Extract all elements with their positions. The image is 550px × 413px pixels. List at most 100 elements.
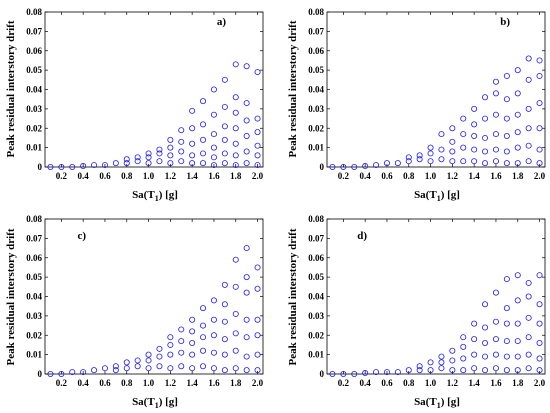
data-point xyxy=(69,369,76,376)
data-point xyxy=(221,351,228,358)
data-point xyxy=(416,367,423,374)
data-point xyxy=(482,115,489,122)
data-point xyxy=(329,163,336,170)
data-point xyxy=(525,105,532,112)
data-point xyxy=(427,359,434,366)
y-tick-label: 0.07 xyxy=(308,233,324,243)
data-point xyxy=(232,140,239,147)
data-point xyxy=(189,339,196,346)
y-tick-label: 0.03 xyxy=(26,104,42,114)
data-point xyxy=(492,365,499,372)
panel-label: c) xyxy=(77,230,86,242)
data-point xyxy=(232,109,239,116)
data-point xyxy=(189,107,196,114)
data-point xyxy=(189,316,196,323)
data-point xyxy=(156,345,163,352)
data-point xyxy=(503,353,510,360)
data-point xyxy=(200,150,207,157)
y-tick-label: 0.08 xyxy=(308,7,324,17)
x-tick-label: 1.0 xyxy=(143,171,155,181)
y-tick-label: 0.05 xyxy=(308,272,324,282)
data-point xyxy=(232,283,239,290)
y-tick-label: 0 xyxy=(38,369,43,379)
data-point xyxy=(525,351,532,358)
panel-label: b) xyxy=(500,16,510,28)
x-axis-title: Sa(T1) [g] xyxy=(414,189,460,203)
data-point xyxy=(232,256,239,263)
data-point xyxy=(405,154,412,161)
x-tick-label: 0.8 xyxy=(403,171,415,181)
data-point xyxy=(514,353,521,360)
data-point xyxy=(362,370,369,377)
data-point xyxy=(254,351,261,358)
data-point xyxy=(189,152,196,159)
data-point xyxy=(503,132,510,139)
data-point xyxy=(80,369,87,376)
data-point xyxy=(200,363,207,370)
plot-frame xyxy=(44,218,264,375)
data-point xyxy=(221,136,228,143)
data-point xyxy=(221,336,228,343)
data-point xyxy=(482,148,489,155)
data-point xyxy=(200,347,207,354)
data-point xyxy=(438,365,445,372)
data-point xyxy=(460,343,467,350)
data-point xyxy=(232,365,239,372)
x-axis-title-main: Sa(T xyxy=(132,396,155,408)
y-tick-label: 0.07 xyxy=(26,26,42,36)
data-point xyxy=(482,324,489,331)
x-tick-label: 0.6 xyxy=(99,171,111,181)
data-point xyxy=(460,131,467,138)
data-point xyxy=(58,163,65,170)
panel-label: d) xyxy=(357,230,367,242)
x-axis-title-suffix: ) [g] xyxy=(159,189,178,201)
data-point xyxy=(482,339,489,346)
data-point xyxy=(514,160,521,167)
data-point xyxy=(438,353,445,360)
data-point xyxy=(525,142,532,149)
data-point xyxy=(525,55,532,62)
data-point xyxy=(482,160,489,167)
data-point xyxy=(221,103,228,110)
data-point xyxy=(47,163,54,170)
data-point xyxy=(254,162,261,169)
x-tick-label: 1.2 xyxy=(165,171,177,181)
data-point xyxy=(492,289,499,296)
data-point xyxy=(492,90,499,97)
data-point xyxy=(200,322,207,329)
x-tick-label: 1.6 xyxy=(490,378,502,388)
data-point xyxy=(243,100,250,107)
data-point xyxy=(449,158,456,165)
data-point xyxy=(351,163,358,170)
data-point xyxy=(460,144,467,151)
data-point xyxy=(536,272,543,279)
data-point xyxy=(91,162,98,169)
data-point xyxy=(145,160,152,167)
y-tick-label: 0.04 xyxy=(308,85,324,95)
data-point xyxy=(394,369,401,376)
x-tick-label: 0.8 xyxy=(121,378,133,388)
data-point xyxy=(340,163,347,170)
data-point xyxy=(503,148,510,155)
data-point xyxy=(492,158,499,165)
data-point xyxy=(514,90,521,97)
y-tick-label: 0.02 xyxy=(308,330,324,340)
y-tick-label: 0.06 xyxy=(308,46,324,56)
data-point xyxy=(503,320,510,327)
data-point xyxy=(145,154,152,161)
data-point xyxy=(80,163,87,170)
data-point xyxy=(536,339,543,346)
data-point xyxy=(471,105,478,112)
data-point xyxy=(471,365,478,372)
data-point xyxy=(449,125,456,132)
data-point xyxy=(503,96,510,103)
data-point xyxy=(243,274,250,281)
plot-frame xyxy=(44,11,264,168)
data-point xyxy=(232,125,239,132)
plot-frame xyxy=(326,11,546,168)
y-tick-label: 0.05 xyxy=(26,65,42,75)
data-point xyxy=(373,369,380,376)
data-point xyxy=(254,367,261,374)
data-point xyxy=(145,357,152,364)
data-point xyxy=(210,332,217,339)
